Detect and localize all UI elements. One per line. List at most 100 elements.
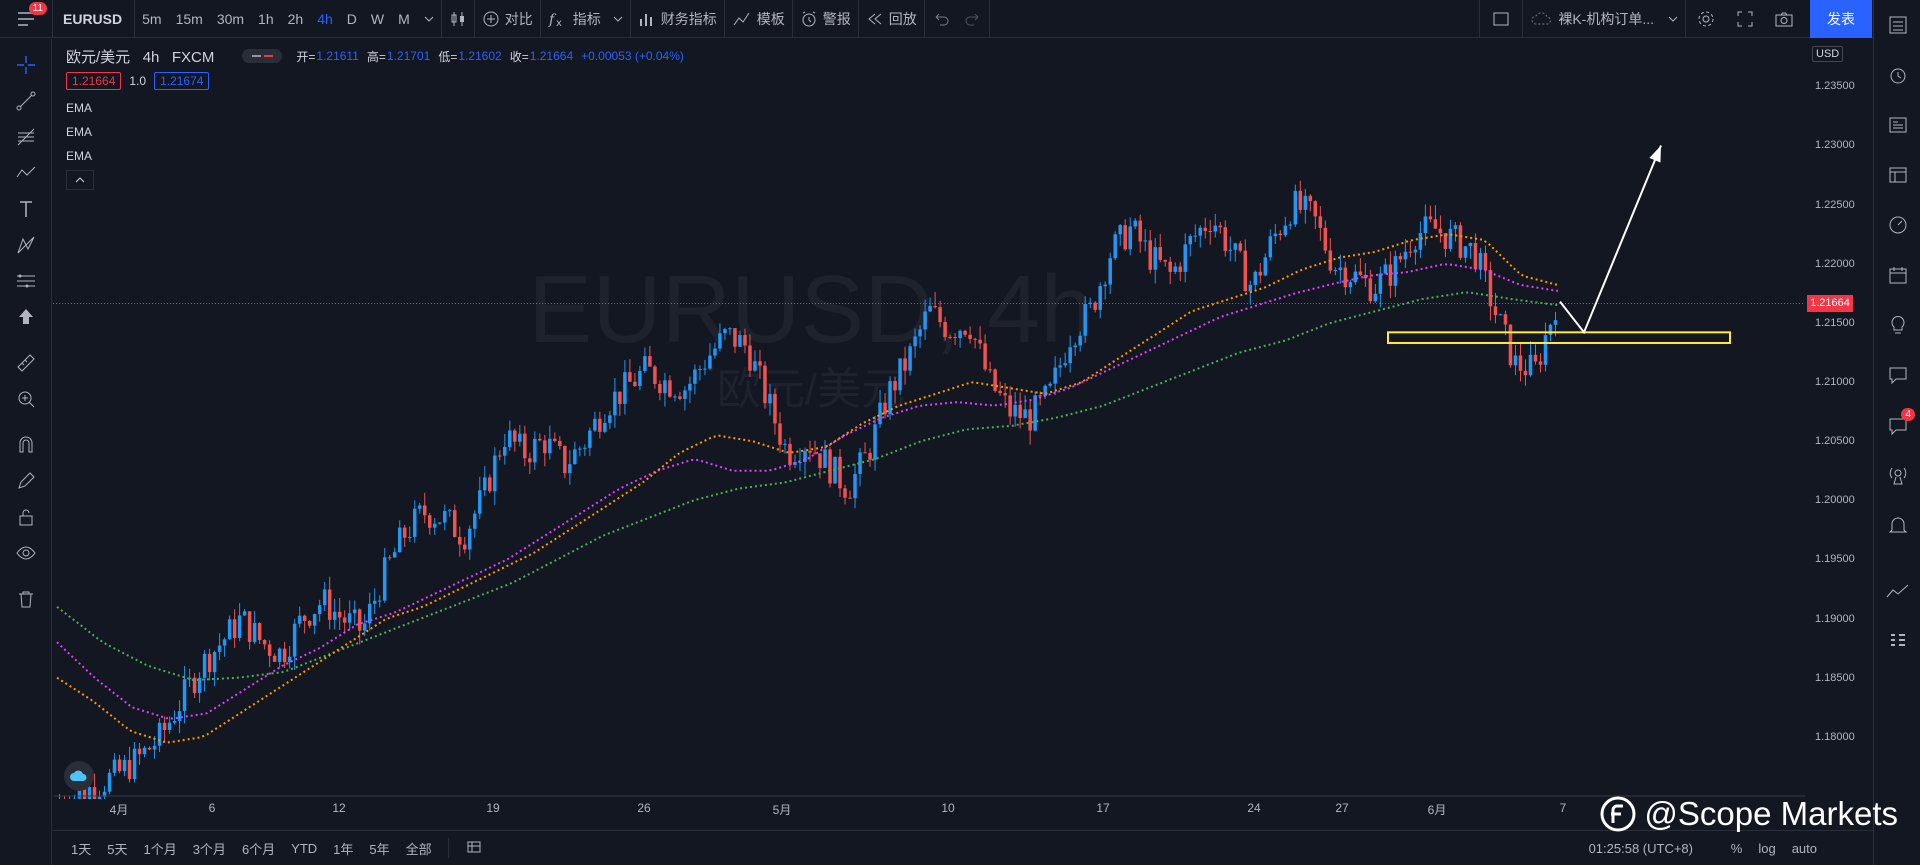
interval-dropdown[interactable]	[417, 0, 441, 38]
percent-scale-toggle[interactable]: %	[1730, 840, 1743, 856]
measure-tool[interactable]	[0, 345, 52, 381]
streams-button[interactable]	[1874, 450, 1920, 500]
trend-line-tool[interactable]	[0, 83, 52, 119]
interval-5m[interactable]: 5m	[142, 10, 162, 27]
interval-d[interactable]: D	[346, 10, 357, 27]
chart-type-button[interactable]	[442, 0, 474, 38]
clock[interactable]: 01:25:58 (UTC+8)	[1588, 840, 1693, 856]
pattern-tool[interactable]	[0, 155, 52, 191]
market-status-toggle[interactable]	[242, 49, 283, 63]
private-chats-button[interactable]: 4	[1874, 400, 1920, 450]
trading-panel-button[interactable]	[1874, 566, 1920, 616]
bell-icon	[1888, 517, 1907, 533]
support-zone-rectangle[interactable]	[1387, 331, 1731, 344]
candle-body	[1198, 227, 1203, 236]
range-ytd[interactable]: YTD	[291, 840, 318, 856]
currency-label[interactable]: USD	[1812, 46, 1844, 62]
lock-drawings-tool[interactable]	[0, 499, 52, 535]
candle-body	[738, 335, 742, 347]
remove-drawings-tool[interactable]	[0, 581, 52, 617]
interval-15m[interactable]: 15m	[175, 10, 203, 27]
screenshot-button[interactable]	[1764, 0, 1804, 38]
range-5y[interactable]: 5年	[369, 841, 390, 857]
cloud-logo-button[interactable]	[64, 761, 94, 791]
financials-button[interactable]: 财务指标	[631, 0, 724, 38]
candle-body	[162, 722, 167, 730]
range-all[interactable]: 全部	[405, 841, 432, 857]
sell-price[interactable]: 1.21664	[66, 72, 122, 90]
interval-30m[interactable]: 30m	[216, 10, 245, 27]
collapse-legend-button[interactable]	[66, 170, 94, 190]
calendar-button[interactable]	[1874, 250, 1920, 300]
interval-w[interactable]: W	[370, 10, 385, 27]
arrow-tool[interactable]	[0, 299, 52, 335]
candle-body	[538, 438, 542, 441]
interval-1h[interactable]: 1h	[258, 10, 274, 27]
candle-body	[883, 402, 887, 415]
pattern-xabcd-tool[interactable]	[0, 227, 52, 263]
data-window-button[interactable]	[1874, 150, 1920, 200]
watchlist-button[interactable]	[1874, 0, 1920, 50]
range-1m[interactable]: 1个月	[143, 841, 177, 857]
undo-button[interactable]	[925, 0, 957, 38]
chats-button[interactable]	[1874, 350, 1920, 400]
indicator-ema-3[interactable]: EMA	[66, 149, 93, 163]
goto-date-icon	[467, 841, 481, 852]
crosshair-tool[interactable]	[0, 47, 52, 83]
text-tool[interactable]	[0, 191, 52, 227]
interval-2h[interactable]: 2h	[287, 10, 304, 27]
candle-body	[1463, 246, 1468, 258]
range-3m[interactable]: 3个月	[192, 841, 226, 857]
fullscreen-button[interactable]	[1726, 0, 1764, 38]
hotlist-button[interactable]	[1874, 200, 1920, 250]
zoom-tool[interactable]	[0, 381, 52, 417]
select-layout-button[interactable]	[1480, 0, 1522, 38]
symbol-search[interactable]: EURUSD	[63, 10, 123, 27]
candle-body	[668, 380, 672, 397]
magnet-tool[interactable]	[0, 427, 52, 463]
layout-name-button[interactable]: 裸K-机构订单...	[1523, 0, 1685, 38]
range-6m[interactable]: 6个月	[241, 841, 276, 857]
candle-body	[1358, 271, 1363, 275]
news-button[interactable]	[1874, 100, 1920, 150]
notifications-button[interactable]	[1874, 500, 1920, 550]
auto-scale-toggle[interactable]: auto	[1791, 840, 1817, 856]
time-axis-label: 6	[208, 801, 216, 815]
compare-button[interactable]: 对比	[475, 0, 540, 38]
templates-button[interactable]: 模板	[725, 0, 792, 38]
log-scale-toggle[interactable]: log	[1758, 840, 1776, 856]
legend-symbol-title[interactable]: 欧元/美元 4h FXCM	[66, 48, 215, 66]
projection-arrow[interactable]	[1559, 145, 1662, 335]
ideas-button[interactable]	[1874, 300, 1920, 350]
alert-button[interactable]: 警报	[793, 0, 858, 38]
goto-date-button[interactable]	[457, 839, 491, 858]
menu-button[interactable]: 11	[0, 0, 52, 38]
range-1d[interactable]: 1天	[71, 841, 92, 857]
candle-body	[1173, 266, 1177, 272]
range-1y[interactable]: 1年	[333, 841, 354, 857]
buy-price[interactable]: 1.21674	[154, 72, 210, 90]
indicator-ema-1[interactable]: EMA	[66, 101, 93, 115]
indicator-ema-2[interactable]: EMA	[66, 125, 93, 139]
candle-body	[1298, 190, 1303, 210]
redo-button[interactable]	[957, 0, 989, 38]
chart-pane[interactable]: EURUSD, 4h 欧元/美元 1.23500 1.23000 1.22500 1.…	[53, 39, 1855, 799]
replay-button[interactable]: 回放	[859, 0, 924, 38]
interval-m[interactable]: M	[398, 10, 410, 27]
fib-tool[interactable]	[0, 119, 52, 155]
stay-drawing-tool[interactable]	[0, 463, 52, 499]
alerts-panel-button[interactable]	[1874, 50, 1920, 100]
dom-button[interactable]	[1874, 616, 1920, 666]
settings-button[interactable]	[1686, 0, 1726, 38]
range-5d[interactable]: 5天	[107, 841, 128, 857]
prediction-tool[interactable]	[0, 263, 52, 299]
trend-chart-icon	[1886, 584, 1908, 598]
publish-button[interactable]: 发表	[1810, 0, 1872, 38]
interval-4h[interactable]: 4h	[317, 10, 333, 27]
hide-drawings-tool[interactable]	[0, 535, 52, 571]
candle-body	[823, 449, 827, 468]
time-axis-label: 24	[1247, 801, 1261, 815]
price-chart[interactable]: EURUSD, 4h 欧元/美元	[53, 39, 1805, 799]
time-axis[interactable]: 4月 6 12 19 26 5月 10 17 24 27 6月 7	[53, 800, 1805, 822]
